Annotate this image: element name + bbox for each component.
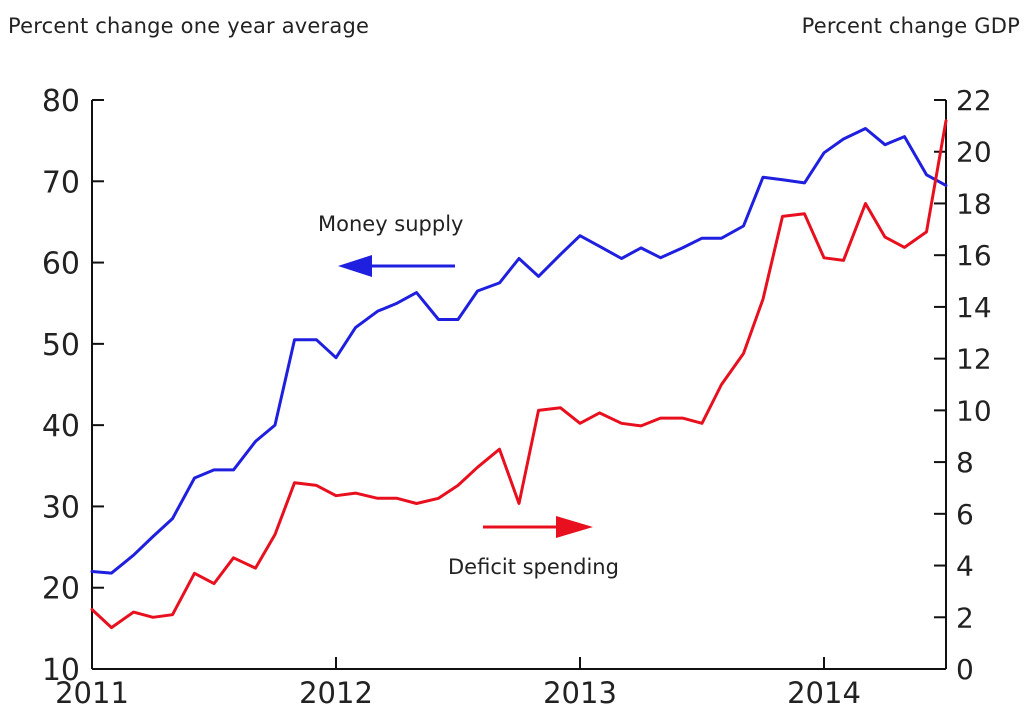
left-tick-label: 50 — [42, 328, 80, 363]
deficit-spending-line — [90, 119, 948, 630]
right-tick-label: 10 — [956, 394, 992, 427]
right-tick-label: 0 — [956, 653, 974, 686]
right-axis-title: Percent change GDP — [801, 14, 1020, 38]
right-tick-label: 2 — [956, 601, 974, 634]
money-supply-label: Money supply — [318, 212, 464, 236]
right-tick-label: 8 — [956, 446, 974, 479]
x-tick-label: 2013 — [543, 676, 617, 710]
right-tick-label: 12 — [956, 343, 992, 376]
left-axis-title: Percent change one year average — [8, 14, 370, 38]
x-tick-label: 2014 — [787, 676, 861, 710]
deficit-spending-arrow-head — [556, 516, 593, 538]
left-tick-label: 40 — [42, 409, 80, 444]
right-tick-label: 4 — [956, 550, 974, 583]
left-tick-label: 30 — [42, 490, 80, 525]
right-tick-label: 16 — [956, 239, 992, 272]
x-tick-label: 2011 — [55, 676, 129, 710]
left-tick-label: 80 — [42, 84, 80, 119]
left-tick-label: 20 — [42, 572, 80, 607]
left-tick-label: 60 — [42, 247, 80, 282]
right-tick-label: 20 — [956, 136, 992, 169]
left-tick-label: 70 — [42, 165, 80, 200]
right-tick-label: 18 — [956, 187, 992, 220]
money-supply-arrow-head — [338, 255, 372, 277]
right-tick-label: 14 — [956, 291, 992, 324]
deficit-spending-label: Deficit spending — [448, 555, 619, 579]
chart-axes: 10 20 30 40 50 60 70 80 0 2 4 6 8 10 12 14 16 18 20 22 2011 2… — [42, 84, 992, 710]
left-tick-label: 10 — [42, 653, 80, 688]
right-tick-label: 6 — [956, 498, 974, 531]
x-tick-label: 2012 — [299, 676, 373, 710]
annotation-arrows — [338, 255, 593, 538]
chart-series — [90, 119, 948, 630]
money-supply-line — [90, 127, 948, 575]
right-tick-label: 22 — [956, 84, 992, 117]
